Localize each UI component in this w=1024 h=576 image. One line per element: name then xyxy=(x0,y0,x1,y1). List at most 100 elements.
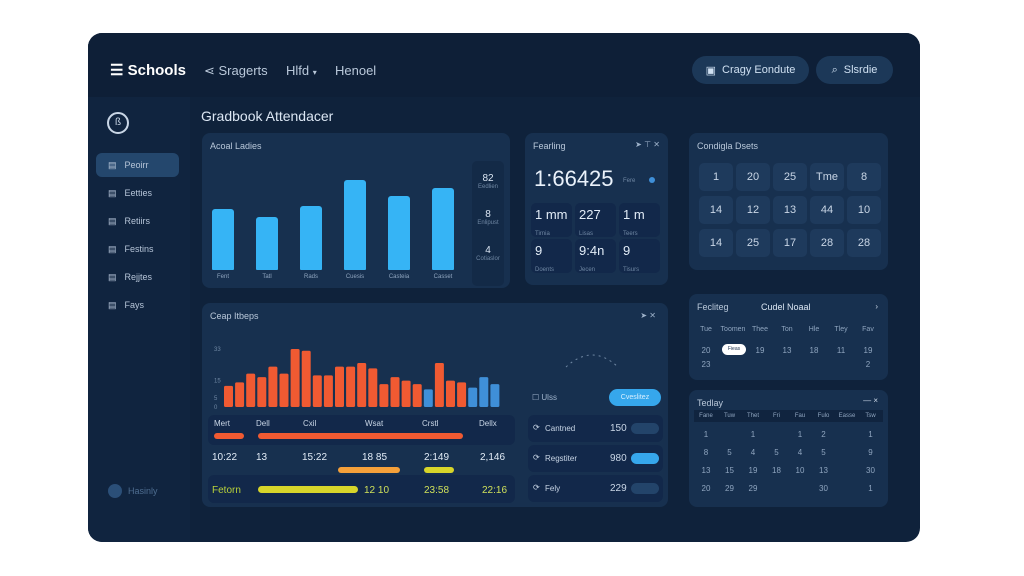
list-item[interactable]: ⟳ Fely 229 xyxy=(528,475,663,502)
date-cell[interactable]: 25 xyxy=(736,229,770,257)
date-cell[interactable]: 28 xyxy=(847,229,881,257)
day-cell[interactable]: 5 xyxy=(821,448,826,457)
column-header[interactable]: Dell xyxy=(256,419,270,428)
sidebar-item[interactable]: ▤ Festins xyxy=(108,243,154,255)
day-cell[interactable]: 23 xyxy=(701,360,711,369)
chart-bar[interactable] xyxy=(346,366,356,407)
chart-bar[interactable] xyxy=(301,350,311,407)
chart-bar[interactable] xyxy=(235,382,245,407)
view-button[interactable]: Cveslitez xyxy=(609,389,661,406)
menu-icon[interactable]: ☰ xyxy=(110,62,128,79)
attendance-bar[interactable] xyxy=(300,206,322,270)
day-cell[interactable]: 19 xyxy=(755,346,765,355)
day-cell[interactable]: 29 xyxy=(725,484,734,493)
toggle-switch[interactable] xyxy=(631,483,659,494)
profile-icon[interactable]: ß xyxy=(107,112,129,134)
more-icon[interactable]: › xyxy=(875,302,878,311)
chart-bar[interactable] xyxy=(312,375,322,407)
date-cell[interactable]: 14 xyxy=(699,229,733,257)
date-cell[interactable]: 14 xyxy=(699,196,733,224)
search-button[interactable]: ⌕ Slsrdie xyxy=(816,56,893,84)
day-cell[interactable]: 19 xyxy=(863,346,873,355)
day-cell[interactable]: 1 xyxy=(703,430,709,439)
column-header[interactable]: Crstl xyxy=(422,419,439,428)
date-cell[interactable]: 20 xyxy=(736,163,770,191)
logo[interactable]: ☰ Schools xyxy=(110,62,186,79)
chart-bar[interactable] xyxy=(490,384,500,407)
day-cell[interactable]: 13 xyxy=(782,346,792,355)
nav-share[interactable]: ⋖ Sragerts xyxy=(204,63,268,78)
day-cell[interactable]: 9 xyxy=(868,448,873,457)
day-cell[interactable]: 13 xyxy=(819,466,828,475)
day-cell[interactable]: 8 xyxy=(703,448,709,457)
stat-tile[interactable]: 9 Doents xyxy=(531,239,572,273)
chart-bar[interactable] xyxy=(268,366,278,407)
date-cell[interactable]: 28 xyxy=(810,229,844,257)
attendance-bar[interactable] xyxy=(212,209,234,270)
stat-tile[interactable]: 9 Tisurs xyxy=(619,239,660,273)
view-toggle[interactable]: ☐ Ulss xyxy=(532,393,557,402)
date-cell[interactable]: 12 xyxy=(736,196,770,224)
stat-tile[interactable]: 1 m Teers xyxy=(619,203,660,237)
list-item[interactable]: ⟳ Regstiter 980 xyxy=(528,445,663,472)
chart-bar[interactable] xyxy=(401,380,411,407)
chart-bar[interactable] xyxy=(468,387,478,407)
date-cell[interactable]: Tme xyxy=(810,163,844,191)
chart-bar[interactable] xyxy=(335,366,344,407)
day-cell[interactable]: 20 xyxy=(701,484,711,493)
selected-day[interactable]: Fieas xyxy=(722,344,746,355)
nav-item[interactable]: Hlfd ▾ xyxy=(286,63,317,78)
chart-bar[interactable] xyxy=(224,385,233,407)
chart-bar[interactable] xyxy=(246,373,256,407)
chart-bar[interactable] xyxy=(368,368,378,407)
date-cell[interactable]: 1 xyxy=(699,163,733,191)
date-cell[interactable]: 13 xyxy=(773,196,807,224)
stat-tile[interactable]: 9:4n Jecen xyxy=(575,239,616,273)
card-actions[interactable]: ➤ ✕ xyxy=(640,311,656,320)
day-cell[interactable]: 4 xyxy=(797,448,803,457)
chart-bar[interactable] xyxy=(457,382,467,407)
sidebar-item[interactable]: ▤ Eetties xyxy=(108,187,153,199)
date-cell[interactable]: 10 xyxy=(847,196,881,224)
sidebar-item[interactable]: ▤ Peoirr xyxy=(96,153,179,177)
primary-button[interactable]: ▣ Cragy Eondute xyxy=(692,56,809,84)
chart-bar[interactable] xyxy=(434,363,444,407)
day-cell[interactable]: 15 xyxy=(725,466,734,475)
chart-bar[interactable] xyxy=(390,377,400,407)
day-cell[interactable]: 1 xyxy=(750,430,756,439)
toggle-switch[interactable] xyxy=(631,453,659,464)
column-header[interactable]: Dellx xyxy=(479,419,497,428)
chart-bar[interactable] xyxy=(412,384,422,407)
sidebar-item[interactable]: ▤ Rejjtes xyxy=(108,271,153,283)
attendance-bar[interactable] xyxy=(388,196,410,270)
day-cell[interactable]: 18 xyxy=(809,346,819,355)
chart-bar[interactable] xyxy=(357,363,367,407)
day-cell[interactable]: 18 xyxy=(772,466,781,475)
day-cell[interactable]: 5 xyxy=(727,448,732,457)
date-cell[interactable]: 44 xyxy=(810,196,844,224)
chart-bar[interactable] xyxy=(323,375,333,407)
stat-tile[interactable]: 227 Lisas xyxy=(575,203,616,237)
attendance-bar[interactable] xyxy=(344,180,366,270)
sidebar-item[interactable]: ▤ Retiirs xyxy=(108,215,151,227)
chart-bar[interactable] xyxy=(279,373,289,407)
sidebar-footer[interactable]: Hasinly xyxy=(108,484,158,498)
sidebar-item[interactable]: ▤ Fays xyxy=(108,299,145,311)
day-cell[interactable]: 30 xyxy=(866,466,875,475)
column-header[interactable]: Cxil xyxy=(303,419,317,428)
nav-item[interactable]: Henoel xyxy=(335,63,377,78)
day-cell[interactable]: 20 xyxy=(701,346,711,355)
date-cell[interactable]: 25 xyxy=(773,163,807,191)
day-cell[interactable]: 13 xyxy=(701,466,711,475)
stat-tile[interactable]: 1 mm Tirnia xyxy=(531,203,572,237)
chart-bar[interactable] xyxy=(479,377,489,407)
day-cell[interactable]: 5 xyxy=(774,448,779,457)
toggle-switch[interactable] xyxy=(631,423,659,434)
day-cell[interactable]: 2 xyxy=(865,360,871,369)
window-controls[interactable]: — × xyxy=(863,396,878,405)
day-cell[interactable]: 29 xyxy=(748,484,758,493)
day-cell[interactable]: 2 xyxy=(821,430,826,439)
column-header[interactable]: Wsat xyxy=(365,419,384,428)
day-cell[interactable]: 11 xyxy=(836,346,846,355)
date-cell[interactable]: 8 xyxy=(847,163,881,191)
